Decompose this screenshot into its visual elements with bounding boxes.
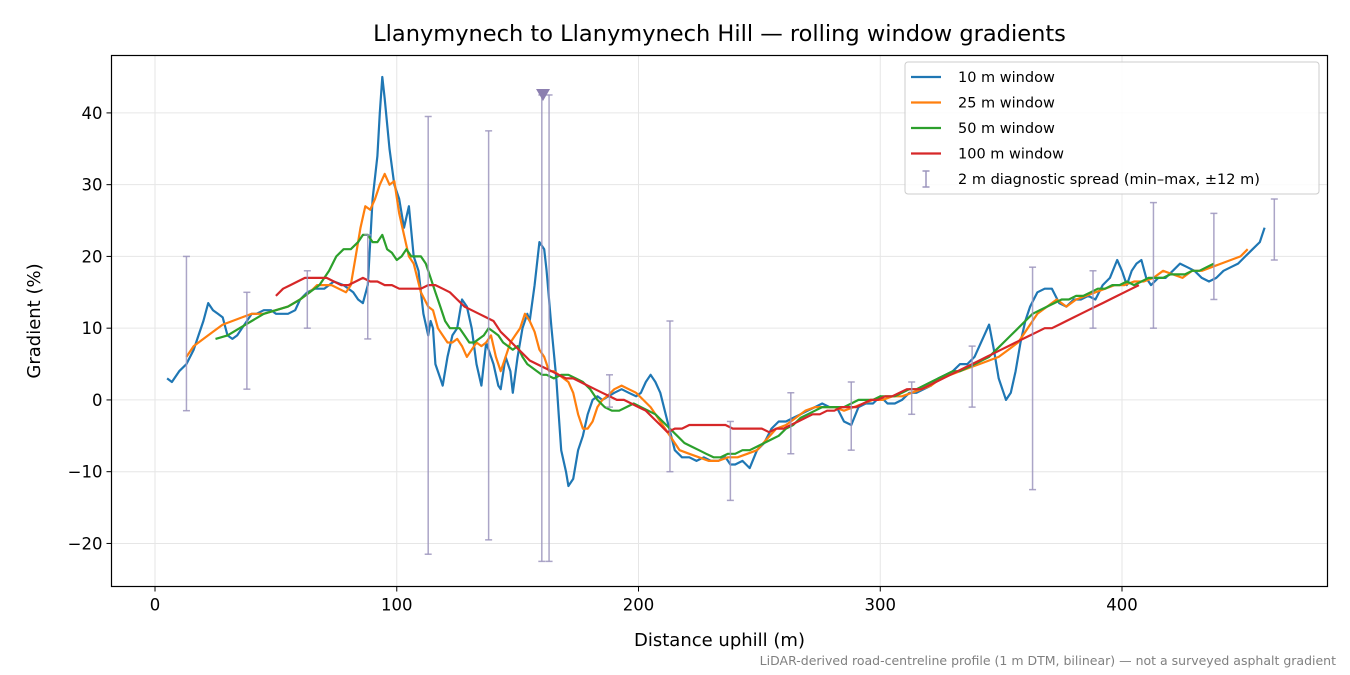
- error-bar: [424, 115, 432, 555]
- error-bar: [485, 130, 493, 541]
- series-line-100-m-window: [275, 276, 1140, 434]
- y-tick-label: 40: [82, 104, 103, 123]
- y-tick-label: −20: [68, 534, 103, 553]
- markers: [536, 88, 551, 101]
- error-bar: [364, 234, 372, 340]
- y-axis-ticks: −20 −10 0 10 20 30 40: [68, 104, 112, 553]
- series-lines: [166, 75, 1266, 488]
- legend-label: 100 m window: [958, 147, 1064, 163]
- error-bar: [1210, 212, 1218, 301]
- legend-box: [904, 61, 1320, 195]
- error-bar: [1029, 266, 1037, 491]
- error-bar: [243, 291, 251, 390]
- legend-label: 25 m window: [958, 96, 1055, 112]
- diagnostic-spread-bars: [182, 94, 1278, 563]
- footnote: LiDAR-derived road-centreline profile (1…: [760, 653, 1336, 668]
- error-bar: [847, 381, 855, 451]
- error-bar: [726, 420, 734, 502]
- legend: 10 m window 25 m window 50 m window 100 m w…: [904, 61, 1320, 195]
- y-tick-label: 20: [82, 247, 103, 266]
- error-bar: [182, 255, 190, 412]
- x-axis-label: Distance uphill (m): [634, 630, 805, 651]
- error-bar: [968, 345, 976, 408]
- error-bar: [545, 94, 553, 563]
- x-tick-label: 100: [381, 596, 413, 615]
- error-bar: [1149, 201, 1157, 329]
- plot-frame: [110, 54, 1329, 588]
- error-bar: [1089, 270, 1097, 329]
- y-tick-label: −10: [68, 463, 103, 482]
- error-bar: [666, 320, 674, 473]
- y-tick-label: 0: [92, 391, 103, 410]
- series-line-10-m-window: [166, 75, 1266, 488]
- legend-label: 50 m window: [958, 121, 1055, 137]
- x-tick-label: 0: [150, 596, 161, 615]
- error-bar: [303, 270, 311, 329]
- error-bar: [908, 381, 916, 416]
- chart-title: Llanymynech to Llanymynech Hill — rollin…: [373, 21, 1066, 47]
- series-line-25-m-window: [185, 172, 1249, 462]
- series-line-50-m-window: [215, 233, 1215, 459]
- error-bar: [1270, 198, 1278, 261]
- x-axis-ticks: 0 100 200 300 400: [150, 586, 1138, 615]
- legend-label: 10 m window: [958, 70, 1055, 86]
- y-axis-label: Gradient (%): [24, 263, 45, 378]
- error-bar: [606, 374, 614, 408]
- peak-marker-triangle: [536, 88, 551, 101]
- y-tick-label: 10: [82, 319, 103, 338]
- x-tick-label: 400: [1106, 596, 1138, 615]
- error-bar: [787, 392, 795, 455]
- y-tick-label: 30: [82, 176, 103, 195]
- x-tick-label: 200: [623, 596, 655, 615]
- x-tick-label: 300: [865, 596, 897, 615]
- legend-label: 2 m diagnostic spread (min–max, ±12 m): [958, 172, 1260, 188]
